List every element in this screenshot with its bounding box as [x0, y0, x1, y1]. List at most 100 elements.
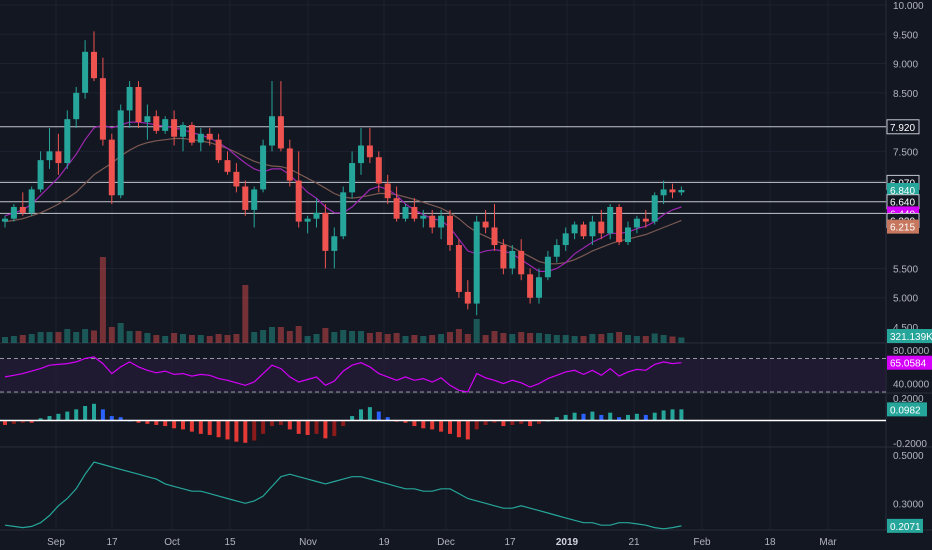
candle[interactable]	[340, 186, 347, 240]
candle[interactable]	[411, 198, 418, 222]
candle[interactable]	[286, 139, 293, 187]
rsi-panel[interactable]	[0, 356, 886, 393]
candle[interactable]	[242, 180, 249, 216]
oscillator-bar	[474, 420, 479, 430]
volatility-line	[4, 461, 682, 530]
candle[interactable]	[598, 209, 605, 240]
candle-body	[117, 110, 124, 196]
candle[interactable]	[580, 221, 587, 240]
candle[interactable]	[464, 280, 471, 310]
candle[interactable]	[313, 198, 320, 228]
candle[interactable]	[527, 268, 534, 304]
price-axis-label: 6.215	[887, 219, 919, 234]
candle[interactable]	[553, 239, 560, 263]
candle[interactable]	[642, 209, 649, 228]
candle[interactable]	[491, 204, 498, 251]
candle[interactable]	[562, 227, 569, 251]
candle-body	[2, 218, 8, 222]
candle[interactable]	[269, 81, 275, 152]
candle[interactable]	[91, 31, 97, 82]
candle[interactable]	[144, 104, 151, 140]
candle[interactable]	[99, 57, 106, 146]
candle[interactable]	[616, 204, 623, 246]
candle[interactable]	[322, 204, 329, 269]
candle[interactable]	[304, 215, 311, 234]
oscillator-panel[interactable]	[0, 403, 886, 443]
candle[interactable]	[482, 209, 489, 234]
candle[interactable]	[455, 239, 462, 298]
volume-bar	[215, 334, 222, 343]
candle-body	[482, 221, 489, 228]
candle[interactable]	[73, 86, 80, 128]
candle[interactable]	[55, 133, 62, 175]
candle[interactable]	[171, 110, 178, 146]
candle[interactable]	[126, 81, 133, 128]
oscillator-bar	[172, 420, 177, 429]
candle[interactable]	[473, 215, 480, 316]
volume-bar	[224, 335, 231, 343]
candle[interactable]	[660, 180, 667, 205]
candle[interactable]	[277, 81, 284, 152]
candle[interactable]	[153, 110, 160, 134]
candle[interactable]	[607, 204, 614, 240]
candle[interactable]	[633, 215, 640, 234]
price-label-box	[887, 183, 919, 198]
candle[interactable]	[358, 127, 364, 175]
candle[interactable]	[349, 151, 356, 199]
price-panel[interactable]	[0, 31, 886, 316]
candle[interactable]	[162, 116, 169, 134]
candle[interactable]	[438, 209, 445, 240]
candle[interactable]	[366, 127, 373, 164]
candle[interactable]	[82, 40, 89, 99]
candle[interactable]	[224, 151, 231, 175]
candle[interactable]	[10, 204, 17, 222]
candle[interactable]	[117, 104, 124, 199]
candle[interactable]	[589, 215, 596, 246]
candle[interactable]	[19, 192, 26, 216]
volume-bar	[55, 332, 62, 343]
candle[interactable]	[188, 122, 195, 146]
volatility-panel[interactable]	[4, 461, 682, 530]
candle[interactable]	[393, 186, 400, 222]
candle[interactable]	[402, 204, 409, 222]
candle[interactable]	[251, 186, 258, 228]
candle[interactable]	[669, 183, 676, 199]
candle[interactable]	[447, 209, 453, 251]
candle[interactable]	[429, 209, 436, 234]
volume-bar	[482, 335, 489, 343]
candle[interactable]	[2, 215, 8, 228]
candle[interactable]	[206, 127, 213, 146]
candle-body	[197, 133, 204, 143]
candle[interactable]	[197, 127, 204, 152]
candle-body	[37, 160, 44, 190]
candle-body	[55, 151, 62, 164]
candle[interactable]	[625, 221, 631, 246]
oscillator-bar	[314, 420, 319, 434]
candle[interactable]	[180, 122, 186, 152]
candle[interactable]	[295, 151, 302, 228]
candle[interactable]	[518, 239, 525, 281]
candle[interactable]	[384, 174, 391, 205]
candle[interactable]	[375, 151, 382, 193]
candle[interactable]	[544, 250, 551, 281]
candle[interactable]	[678, 186, 685, 196]
candle[interactable]	[420, 209, 427, 228]
candle[interactable]	[500, 239, 507, 275]
candle[interactable]	[135, 81, 142, 128]
candle[interactable]	[260, 139, 267, 193]
candle[interactable]	[536, 268, 542, 304]
candle[interactable]	[651, 192, 658, 225]
candle[interactable]	[64, 110, 71, 169]
volume-bar	[260, 330, 267, 343]
candle[interactable]	[233, 163, 240, 193]
candle[interactable]	[331, 227, 338, 269]
candle[interactable]	[571, 221, 578, 240]
candle[interactable]	[28, 186, 35, 216]
candle[interactable]	[37, 151, 44, 193]
candle[interactable]	[108, 133, 115, 205]
candle[interactable]	[46, 127, 53, 169]
candle[interactable]	[509, 245, 516, 275]
candle-body	[651, 195, 658, 222]
candle[interactable]	[215, 133, 222, 164]
